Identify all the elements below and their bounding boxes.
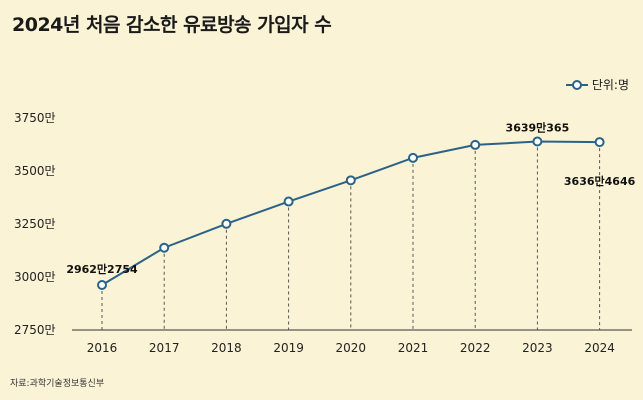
x-tick-label: 2016	[87, 341, 118, 355]
data-label: 3639만365	[506, 121, 570, 135]
data-point	[221, 218, 232, 229]
chart-title: 2024년 처음 감소한 유료방송 가입자 수	[12, 14, 332, 36]
y-tick-label: 2750만	[14, 323, 56, 337]
data-point	[97, 279, 107, 290]
x-tick-label: 2020	[336, 341, 367, 355]
y-tick-label: 3750만	[14, 111, 56, 125]
data-point	[159, 242, 170, 253]
x-tick-label: 2017	[149, 341, 180, 355]
legend: 단위:명	[565, 76, 629, 93]
data-point	[594, 137, 605, 148]
y-tick-label: 3250만	[14, 217, 56, 231]
x-tick-label: 2018	[211, 341, 242, 355]
y-tick-label: 3000만	[14, 270, 56, 284]
x-tick-label: 2019	[273, 341, 304, 355]
data-point	[408, 152, 418, 163]
legend-label: 단위:명	[591, 78, 629, 92]
y-tick-label: 3500만	[14, 164, 56, 178]
data-point	[283, 196, 294, 207]
source-note: 자료:과학기술정보통신부	[10, 379, 105, 389]
data-point	[532, 136, 543, 147]
legend-marker-icon	[565, 79, 588, 90]
x-tick-label: 2022	[460, 341, 491, 355]
x-tick-label: 2024	[584, 341, 615, 355]
data-label: 3636만4646	[564, 174, 636, 188]
x-tick-label: 2023	[522, 341, 553, 355]
data-label: 2962만2754	[66, 262, 138, 276]
data-point	[345, 175, 356, 186]
data-point	[470, 139, 481, 150]
x-tick-label: 2021	[398, 341, 429, 355]
